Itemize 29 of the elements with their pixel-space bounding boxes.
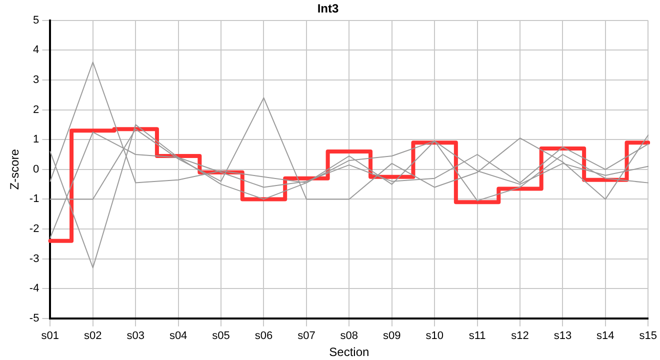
x-tick-label: s15 [639,330,658,342]
x-tick-label: s10 [426,330,444,342]
x-tick-label: s11 [468,330,486,342]
y-tick-label: 0 [33,163,40,176]
x-tick-label: s05 [212,330,230,342]
y-tick-label: -2 [29,223,40,236]
y-tick-label: 3 [33,74,40,86]
y-tick-label: 4 [33,44,40,56]
x-axis-title: Section [329,345,370,360]
x-tick-label: s07 [298,330,316,342]
y-tick-label: -5 [29,312,40,324]
y-tick-label: 2 [33,104,40,116]
x-tick-label: s12 [511,330,529,342]
x-tick-label: s04 [169,330,188,342]
x-tick-label: s01 [41,330,60,342]
x-tick-label: s03 [126,330,144,342]
x-tick-label: s14 [596,330,614,342]
y-tick-label: 5 [33,14,40,26]
chart-title: Int3 [317,2,339,16]
y-tick-label: 1 [33,134,40,146]
y-tick-label: -1 [29,193,40,206]
x-tick-label: s09 [382,330,401,342]
x-tick-label: s13 [554,330,572,342]
x-tick-label: s02 [84,330,102,342]
y-tick-label: -3 [29,252,40,265]
y-axis-title: Z-score [8,148,22,190]
x-tick-label: s08 [340,330,358,342]
x-tick-label: s06 [254,330,273,342]
y-tick-label: -4 [29,282,40,295]
